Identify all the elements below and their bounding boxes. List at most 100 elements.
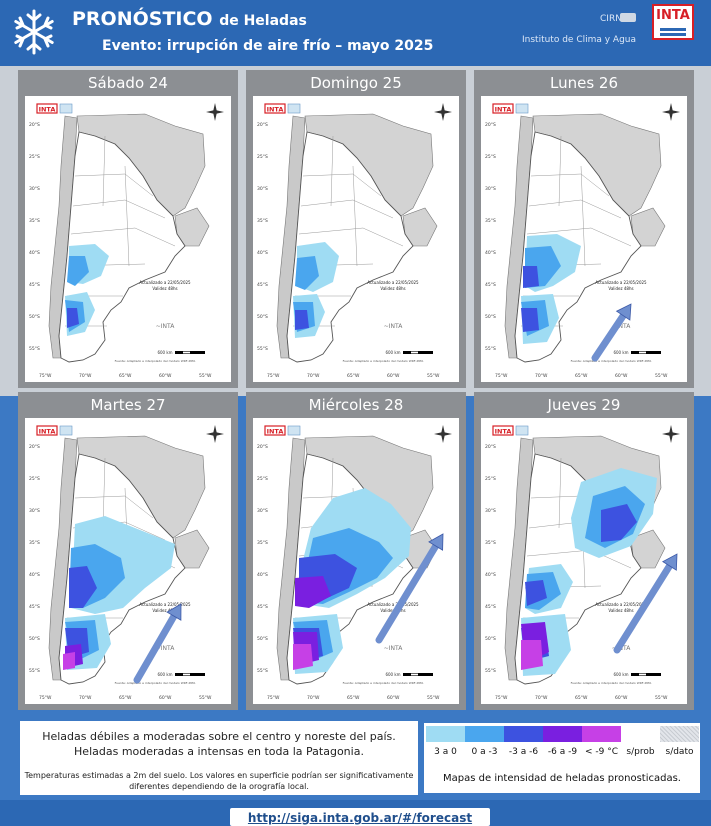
lat-label: 20°S (485, 122, 496, 128)
panel-day-label: Lunes 26 (474, 74, 694, 92)
argentina-map: INTA 20°S 25°S 30°S 35°S 40°S 45°S 50°S 55°S 75… (481, 418, 687, 704)
lat-label: 55°S (29, 346, 40, 352)
title-suffix: de Heladas (219, 13, 307, 29)
lat-label: 20°S (257, 122, 268, 128)
lon-label: 65°W (119, 695, 132, 701)
lat-label: 55°S (485, 346, 496, 352)
argentina-map: INTA 20°S 25°S 30°S 35°S 40°S 45°S 50°S 55°S 75… (253, 418, 459, 704)
panel-day-label: Martes 27 (18, 396, 238, 414)
lat-label: 40°S (257, 250, 268, 256)
lat-label: 20°S (29, 122, 40, 128)
forecast-panel: Domingo 25 INTA 20°S 25°S 30°S 35°S 40°S 45°S… (246, 70, 466, 388)
lon-label: 60°W (615, 373, 628, 379)
map-card: INTA 20°S 25°S 30°S 35°S 40°S 45°S 50°S 55°S 75… (25, 96, 231, 382)
lon-label: 65°W (119, 373, 132, 379)
svg-text:Fuente: Adaptado e interpolado: Fuente: Adaptado e interpolado del model… (571, 681, 653, 685)
lat-label: 25°S (485, 476, 496, 482)
lat-label: 45°S (29, 282, 40, 288)
svg-text:Fuente: Adaptado e interpolado: Fuente: Adaptado e interpolado del model… (115, 359, 197, 363)
lat-label: 30°S (29, 508, 40, 514)
svg-text:INTA: INTA (267, 428, 284, 436)
svg-text:600 km: 600 km (613, 350, 628, 355)
lon-label: 70°W (307, 695, 320, 701)
lat-label: 50°S (485, 314, 496, 320)
legend-label: s/prob (621, 747, 660, 757)
lat-label: 45°S (485, 604, 496, 610)
lon-label: 55°W (655, 373, 668, 379)
svg-text:600 km: 600 km (157, 672, 172, 677)
svg-text:Validez 48hs: Validez 48hs (152, 286, 177, 291)
frost-zone (521, 640, 543, 670)
lon-label: 75°W (495, 373, 508, 379)
lon-label: 75°W (39, 373, 52, 379)
panel-day-label: Sábado 24 (18, 74, 238, 92)
disclaimer-note: diferentes dependiendo de la orografía l… (20, 782, 418, 791)
lon-label: 65°W (575, 373, 588, 379)
legend-swatch (504, 726, 543, 742)
lat-label: 55°S (485, 668, 496, 674)
legend-label: < -9 °C (582, 747, 621, 757)
map-card: INTA 20°S 25°S 30°S 35°S 40°S 45°S 50°S 55°S 75… (25, 418, 231, 704)
lat-label: 40°S (485, 250, 496, 256)
inta-logo: INTA (652, 4, 694, 40)
svg-text:INTA: INTA (495, 428, 512, 436)
lon-label: 75°W (267, 373, 280, 379)
svg-text:Actualizado a 22/05/2025: Actualizado a 22/05/2025 (595, 602, 647, 607)
lat-label: 45°S (29, 604, 40, 610)
forecast-link[interactable]: http://siga.inta.gob.ar/#/forecast (230, 808, 490, 826)
argentina-map: INTA 20°S 25°S 30°S 35°S 40°S 45°S 50°S 55°S 75… (25, 96, 231, 382)
legend: 3 a 0 0 a -3 -3 a -6 -6 a -9 < -9 °C s/prob s/… (422, 721, 702, 795)
lon-label: 70°W (79, 695, 92, 701)
lat-label: 55°S (29, 668, 40, 674)
lat-label: 20°S (485, 444, 496, 450)
lat-label: 50°S (485, 636, 496, 642)
panel-day-label: Miércoles 28 (246, 396, 466, 414)
lat-label: 50°S (29, 636, 40, 642)
legend-label: 0 a -3 (465, 747, 504, 757)
map-card: INTA 20°S 25°S 30°S 35°S 40°S 45°S 50°S 55°S 75… (481, 418, 687, 704)
lon-label: 75°W (267, 695, 280, 701)
svg-text:Actualizado a 22/05/2025: Actualizado a 22/05/2025 (367, 602, 419, 607)
lat-label: 40°S (485, 572, 496, 578)
lon-label: 70°W (307, 373, 320, 379)
legend-swatch (621, 726, 660, 742)
summary-box: Heladas débiles a moderadas sobre el cen… (20, 721, 418, 795)
panel-day-label: Jueves 29 (474, 396, 694, 414)
summary-line: Heladas débiles a moderadas sobre el cen… (20, 730, 418, 743)
svg-text:Validez 48hs: Validez 48hs (608, 608, 633, 613)
lat-label: 55°S (257, 668, 268, 674)
lat-label: 35°S (257, 540, 268, 546)
argentina-map: INTA 20°S 25°S 30°S 35°S 40°S 45°S 50°S 55°S 75… (25, 418, 231, 704)
lon-label: 70°W (535, 695, 548, 701)
argentina-map: INTA 20°S 25°S 30°S 35°S 40°S 45°S 50°S 55°S 75… (253, 96, 459, 382)
forecast-panel: Lunes 26 INTA 20°S 25°S 30°S 35°S 40°S 45°S 50… (474, 70, 694, 388)
lat-label: 25°S (485, 154, 496, 160)
forecast-panel: Sábado 24 INTA 20°S 25°S 30°S 35°S 40°S 45°S 5… (18, 70, 238, 388)
summary-line: Heladas moderadas a intensas en toda la … (20, 745, 418, 758)
svg-text:Actualizado a 22/05/2025: Actualizado a 22/05/2025 (139, 280, 191, 285)
lat-label: 40°S (257, 572, 268, 578)
map-card: INTA 20°S 25°S 30°S 35°S 40°S 45°S 50°S 55°S 75… (253, 96, 459, 382)
lon-label: 60°W (159, 373, 172, 379)
lon-label: 55°W (427, 695, 440, 701)
svg-text:Validez 48hs: Validez 48hs (608, 286, 633, 291)
crn-label: CIRN (600, 14, 622, 24)
lat-label: 35°S (485, 540, 496, 546)
svg-text:INTA: INTA (267, 106, 284, 114)
forecast-url[interactable]: http://siga.inta.gob.ar/#/forecast (230, 811, 490, 825)
lon-label: 60°W (387, 373, 400, 379)
lat-label: 25°S (29, 154, 40, 160)
page-title: PRONÓSTICO de Heladas (72, 8, 307, 30)
argentina-map: INTA 20°S 25°S 30°S 35°S 40°S 45°S 50°S 55°S 75… (481, 96, 687, 382)
header-bar: PRONÓSTICO de Heladas Evento: irrupción … (0, 0, 711, 66)
lat-label: 45°S (257, 604, 268, 610)
frost-zone (63, 652, 75, 670)
lat-label: 30°S (257, 508, 268, 514)
map-card: INTA 20°S 25°S 30°S 35°S 40°S 45°S 50°S 55°S 75… (481, 96, 687, 382)
lon-label: 55°W (199, 695, 212, 701)
legend-swatch (660, 726, 699, 742)
svg-text:600 km: 600 km (613, 672, 628, 677)
lat-label: 50°S (257, 314, 268, 320)
forecast-panel: Martes 27 INTA 20°S 25°S 30°S 35°S 40°S 45°S 5… (18, 392, 238, 710)
lat-label: 40°S (29, 250, 40, 256)
